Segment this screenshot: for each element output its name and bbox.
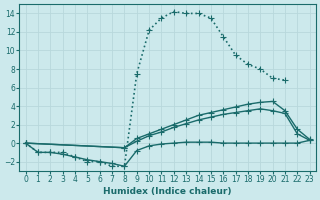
X-axis label: Humidex (Indice chaleur): Humidex (Indice chaleur) (103, 187, 232, 196)
